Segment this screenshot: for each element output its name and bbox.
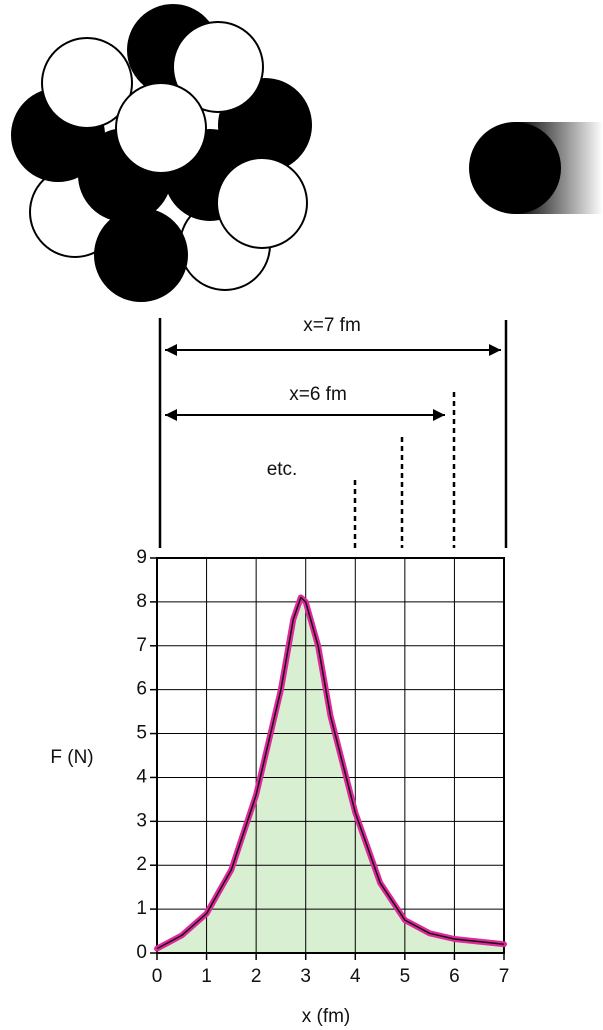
y-tick-label: 5 xyxy=(136,723,147,744)
plot-frame xyxy=(156,557,505,954)
area-fill xyxy=(157,597,504,953)
y-tick-label: 2 xyxy=(136,854,147,875)
x-tick-label: 3 xyxy=(300,966,311,987)
x-tick-label: 7 xyxy=(499,966,510,987)
y-tick-label: 7 xyxy=(136,635,147,656)
y-tick-label: 4 xyxy=(136,766,147,787)
x-tick-label: 1 xyxy=(201,966,212,987)
y-tick-label: 9 xyxy=(136,547,147,568)
x-tick-label: 6 xyxy=(449,966,460,987)
incoming-nucleon xyxy=(469,122,603,214)
y-tick-label: 0 xyxy=(136,942,147,963)
x-tick-label: 0 xyxy=(152,966,163,987)
curve xyxy=(156,596,505,950)
annotation: x=6 fm xyxy=(289,384,347,405)
nucleus xyxy=(11,4,312,302)
y-tick-label: 8 xyxy=(136,591,147,612)
annotation: x=7 fm xyxy=(303,315,361,336)
y-axis-label: F (N) xyxy=(50,747,93,768)
x-tick-label: 4 xyxy=(350,966,361,987)
x-tick-label: 2 xyxy=(251,966,262,987)
y-tick-label: 1 xyxy=(136,898,147,919)
x-tick-label: 5 xyxy=(400,966,411,987)
annotation: etc. xyxy=(267,459,298,480)
y-tick-label: 3 xyxy=(136,810,147,831)
distance-markers xyxy=(158,318,508,548)
x-axis-label: x (fm) xyxy=(302,1006,351,1027)
y-tick-label: 6 xyxy=(136,679,147,700)
